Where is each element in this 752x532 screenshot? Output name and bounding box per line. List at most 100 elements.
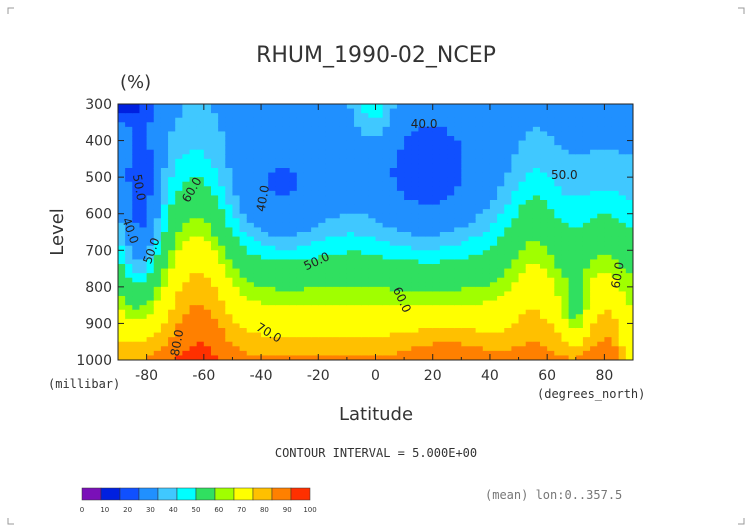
heatmap-cell <box>432 277 441 283</box>
heatmap-cell <box>618 145 627 151</box>
heatmap-cell <box>468 154 477 160</box>
heatmap-cell <box>289 332 298 338</box>
heatmap-cell <box>582 254 591 261</box>
heatmap-cell <box>411 286 420 293</box>
heatmap-cell <box>246 190 255 197</box>
heatmap-cell <box>318 117 327 123</box>
heatmap-cell <box>132 195 141 201</box>
heatmap-cell <box>239 314 248 320</box>
heatmap-cell <box>511 241 520 247</box>
heatmap-cell <box>132 241 141 247</box>
heatmap-cell <box>625 236 633 242</box>
heatmap-cell <box>361 314 369 320</box>
heatmap-cell <box>475 168 484 174</box>
heatmap-cell <box>518 149 527 155</box>
heatmap-cell <box>475 154 484 160</box>
heatmap-cell <box>203 158 212 165</box>
heatmap-cell <box>475 172 484 178</box>
heatmap-cell <box>261 181 269 187</box>
heatmap-cell <box>232 328 241 334</box>
heatmap-cell <box>332 296 341 302</box>
heatmap-cell <box>618 186 627 192</box>
heatmap-cell <box>239 273 248 279</box>
heatmap-cell <box>568 113 577 119</box>
heatmap-cell <box>454 300 462 306</box>
heatmap-cell <box>160 113 169 119</box>
heatmap-cell <box>289 145 298 151</box>
heatmap-cell <box>447 296 455 302</box>
heatmap-cell <box>261 222 269 229</box>
heatmap-cell <box>504 259 513 265</box>
heatmap-cell <box>296 309 305 315</box>
heatmap-cell <box>461 232 470 238</box>
heatmap-cell <box>582 259 591 265</box>
heatmap-cell <box>611 305 620 311</box>
heatmap-cell <box>382 337 391 343</box>
heatmap-cell <box>468 300 477 306</box>
colorbar-swatch <box>290 487 311 501</box>
heatmap-cell <box>139 154 148 160</box>
heatmap-cell <box>282 186 291 192</box>
heatmap-cell <box>497 245 505 251</box>
heatmap-cell <box>625 337 633 343</box>
heatmap-cell <box>361 268 369 274</box>
heatmap-cell <box>461 355 470 360</box>
heatmap-cell <box>146 268 155 274</box>
heatmap-cell <box>554 158 563 165</box>
heatmap-cell <box>582 296 591 302</box>
heatmap-cell <box>354 241 362 247</box>
heatmap-cell <box>461 158 470 165</box>
heatmap-cell <box>618 323 627 329</box>
heatmap-cell <box>468 245 477 251</box>
heatmap-cell <box>461 328 470 334</box>
heatmap-cell <box>425 181 434 187</box>
heatmap-cell <box>439 186 448 192</box>
heatmap-cell <box>361 337 369 343</box>
heatmap-cell <box>447 222 455 229</box>
heatmap-cell <box>540 104 548 110</box>
heatmap-cell <box>318 264 327 270</box>
heatmap-cell <box>118 227 126 233</box>
heatmap-cell <box>404 355 412 360</box>
heatmap-cell <box>425 259 434 265</box>
heatmap-cell <box>375 273 384 279</box>
heatmap-cell <box>311 254 319 261</box>
heatmap-cell <box>303 113 312 119</box>
heatmap-cell <box>246 318 255 325</box>
heatmap-cell <box>182 323 191 329</box>
heatmap-cell <box>339 273 348 279</box>
heatmap-cell <box>389 131 398 137</box>
heatmap-cell <box>561 227 570 233</box>
heatmap-cell <box>218 305 226 311</box>
heatmap-cell <box>232 200 241 206</box>
heatmap-cell <box>461 172 470 178</box>
heatmap-cell <box>118 305 126 311</box>
heatmap-cell <box>532 117 541 123</box>
heatmap-cell <box>346 186 355 192</box>
heatmap-cell <box>153 318 162 325</box>
heatmap-cell <box>625 154 633 160</box>
heatmap-cell <box>489 140 498 146</box>
heatmap-cell <box>282 277 291 283</box>
heatmap-cell <box>132 277 141 283</box>
heatmap-cell <box>396 314 405 320</box>
heatmap-cell <box>160 108 169 114</box>
heatmap-cell <box>482 154 491 160</box>
heatmap-cell <box>268 122 276 128</box>
heatmap-cell <box>461 149 470 155</box>
heatmap-cell <box>425 286 434 293</box>
heatmap-cell <box>497 204 505 210</box>
heatmap-cell <box>597 158 605 165</box>
heatmap-cell <box>504 149 513 155</box>
heatmap-cell <box>382 204 391 210</box>
heatmap-cell <box>575 337 584 343</box>
heatmap-cell <box>189 177 198 183</box>
heatmap-cell <box>439 314 448 320</box>
heatmap-cell <box>368 350 377 357</box>
contour-label: 80.0 <box>168 328 186 357</box>
heatmap-cell <box>511 122 520 128</box>
heatmap-cell <box>439 190 448 197</box>
heatmap-cell <box>511 209 520 215</box>
heatmap-cell <box>289 318 298 325</box>
